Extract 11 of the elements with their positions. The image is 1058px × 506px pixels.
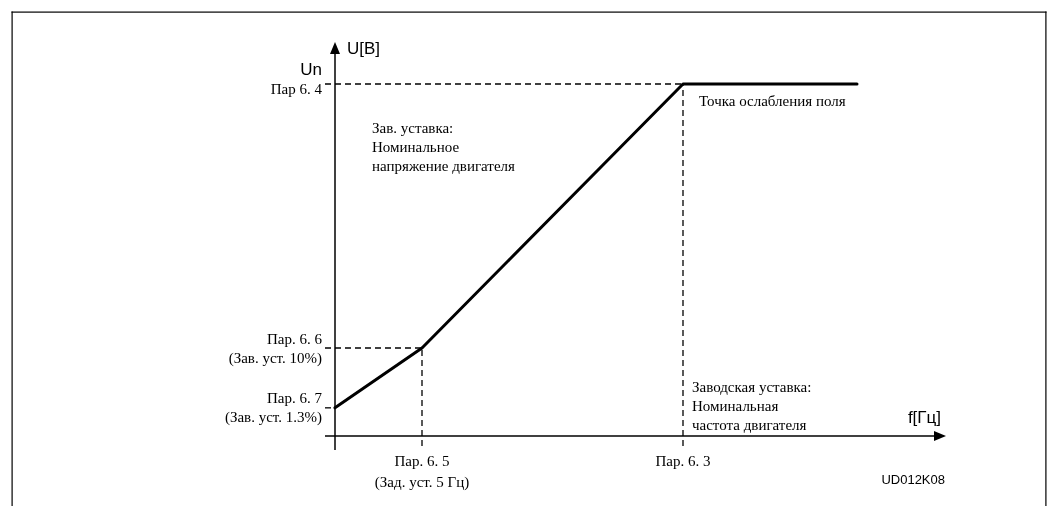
x-tick-label: Пар. 6. 3 — [655, 453, 711, 469]
ref-line-label: Пар. 6. 6 (Зав. уст. 10%) — [228, 330, 323, 367]
y-axis-title: U[В] — [347, 39, 381, 58]
ref-line-label: Un Пар 6. 4 — [270, 59, 323, 97]
annotation: Точка ослабления поля — [699, 93, 846, 109]
x-axis-title: f[Гц] — [907, 408, 941, 427]
x-tick-label: Пар. 6. 5 (Зад. уст. 5 Гц) — [374, 453, 470, 491]
annotation: Зав. уставка: Номинальное напряжение двигателя — [372, 120, 516, 174]
annotation: Заводская уставка: Номинальная частота двигателя — [692, 379, 812, 433]
text: UD012K08 — [881, 472, 945, 487]
ref-line-label: Пар. 6. 7 (Зав. уст. 1.3%) — [224, 390, 323, 427]
